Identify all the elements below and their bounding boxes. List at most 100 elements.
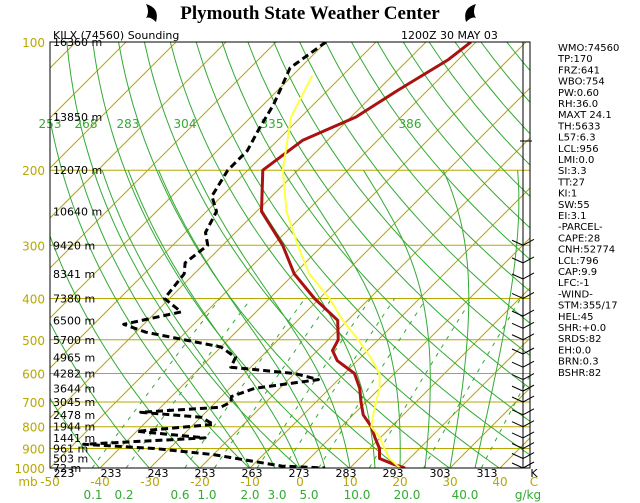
- wind-barb: [511, 443, 524, 449]
- height-label: 1441 m: [53, 432, 95, 445]
- index-item: RH:36.0: [558, 99, 598, 110]
- index-item: TP:170: [557, 54, 593, 65]
- wind-barb: [522, 431, 535, 439]
- isotherm-line: [50, 42, 127, 119]
- mixing-ratio-unit-label: g/kg: [515, 488, 541, 502]
- weather-vane-icon: [146, 4, 157, 22]
- mixing-ratio-line: [318, 298, 427, 468]
- dry-adiabat: [299, 42, 530, 324]
- dry-adiabat: [169, 42, 500, 468]
- height-label: 6500 m: [53, 314, 95, 327]
- temperature-unit-label: C: [530, 475, 538, 489]
- height-label: 4965 m: [53, 351, 95, 364]
- theta-tick-label: 293: [383, 467, 404, 480]
- index-item: CAPE:28: [558, 233, 600, 244]
- dry-adiabat: [273, 42, 530, 357]
- index-item: TH:5633: [557, 121, 600, 132]
- height-label: 13850 m: [53, 111, 102, 124]
- sounding-profiles: [82, 42, 472, 468]
- theta-e-label: 304: [174, 117, 197, 131]
- index-item: KI:1: [558, 189, 577, 200]
- wind-barb: [522, 309, 535, 317]
- height-label: 2478 m: [53, 409, 95, 422]
- isotherm-line: [50, 42, 177, 169]
- index-item: -PARCEL-: [558, 222, 603, 233]
- wind-barb: [511, 293, 524, 299]
- index-item: BRN:0.3: [558, 357, 599, 368]
- temperature-tick-label: -10: [240, 475, 260, 489]
- mixing-ratio-tick-label: 0.6: [170, 488, 189, 502]
- mixing-ratio-tick-label: 2.0: [240, 488, 259, 502]
- theta-e-label: 386: [399, 117, 422, 131]
- height-label: 4282 m: [53, 367, 95, 380]
- isotherm-line: [449, 387, 530, 468]
- wind-barb: [522, 452, 535, 459]
- moist-adiabat: [78, 170, 251, 468]
- pressure-tick-label: 600: [22, 367, 45, 381]
- theta-tick-label: K: [530, 467, 538, 480]
- dry-adiabat: [247, 42, 530, 389]
- height-label: 1944 m: [53, 421, 95, 434]
- temperature-tick-label: 0: [296, 475, 304, 489]
- wind-barb: [522, 384, 535, 392]
- dry-adiabat: [143, 42, 450, 468]
- height-label: 3045 m: [53, 396, 95, 409]
- mixing-ratio-tick-label: 20.0: [394, 488, 421, 502]
- theta-tick-label: 233: [101, 467, 122, 480]
- mixing-ratio-tick-label: 1.0: [197, 488, 216, 502]
- wind-barb: [522, 420, 535, 428]
- dry-adiabat: [50, 234, 200, 468]
- moist-adiabat: [194, 169, 351, 468]
- height-label: 10640 m: [53, 206, 102, 219]
- height-label: 503 m: [53, 453, 88, 466]
- temperature-tick-label: 40: [492, 475, 507, 489]
- indices-panel: WMO:74560TP:170FRZ:641WBO:754PW:0.60RH:3…: [557, 43, 619, 379]
- wind-barb: [522, 442, 535, 449]
- index-item: FRZ:641: [558, 65, 600, 76]
- index-item: HEL:45: [558, 312, 594, 323]
- index-item: -WIND-: [558, 289, 593, 300]
- skewt-grid: [50, 42, 530, 468]
- index-item: SHR:+0.0: [558, 323, 606, 334]
- theta-tick-label: 263: [242, 467, 263, 480]
- pressure-tick-label: 100: [22, 36, 45, 50]
- theta-tick-label: 303: [430, 467, 451, 480]
- wind-barb: [511, 239, 524, 246]
- theta-tick-label: 283: [336, 467, 357, 480]
- dry-adiabat: [92, 42, 350, 468]
- moist-adiabat: [127, 170, 301, 468]
- pressure-tick-label: 300: [22, 239, 45, 253]
- height-label: 961 m: [53, 443, 88, 456]
- wind-barb: [522, 373, 535, 380]
- isotherm-line: [399, 337, 530, 468]
- isotherm-line: [99, 42, 527, 468]
- index-item: SW:55: [558, 200, 590, 211]
- temperature-tick-label: -30: [140, 475, 160, 489]
- pressure-tick-label: 900: [22, 443, 45, 457]
- mixing-ratio-line: [91, 298, 221, 468]
- dry-adiabat: [376, 42, 530, 229]
- header: Plymouth State Weather Center: [146, 3, 476, 24]
- isotherm-line: [50, 42, 277, 269]
- mixing-ratio-line: [256, 298, 372, 468]
- dry-adiabat: [221, 42, 530, 422]
- wind-barb: [511, 409, 524, 416]
- mixing-ratio-line: [184, 298, 306, 468]
- wind-barb: [511, 462, 524, 469]
- profile-dewpoint: [82, 42, 327, 468]
- theta-e-label: 283: [117, 117, 140, 131]
- index-item: EI:3.1: [558, 211, 587, 222]
- theta-tick-label: 243: [148, 467, 169, 480]
- mixing-ratio-line: [213, 298, 333, 468]
- isotherm-line: [50, 42, 377, 369]
- theta-e-label: 268: [75, 117, 98, 131]
- index-item: CAP:9.9: [558, 267, 597, 278]
- isotherm-line: [349, 287, 530, 468]
- theta-tick-label: 223: [54, 467, 75, 480]
- index-item: LMI:0.0: [558, 155, 594, 166]
- height-label: 9420 m: [53, 239, 95, 252]
- dry-adiabat: [351, 42, 530, 261]
- pressure-tick-label: 700: [22, 396, 45, 410]
- mixing-ratio-tick-label: 3.0: [267, 488, 286, 502]
